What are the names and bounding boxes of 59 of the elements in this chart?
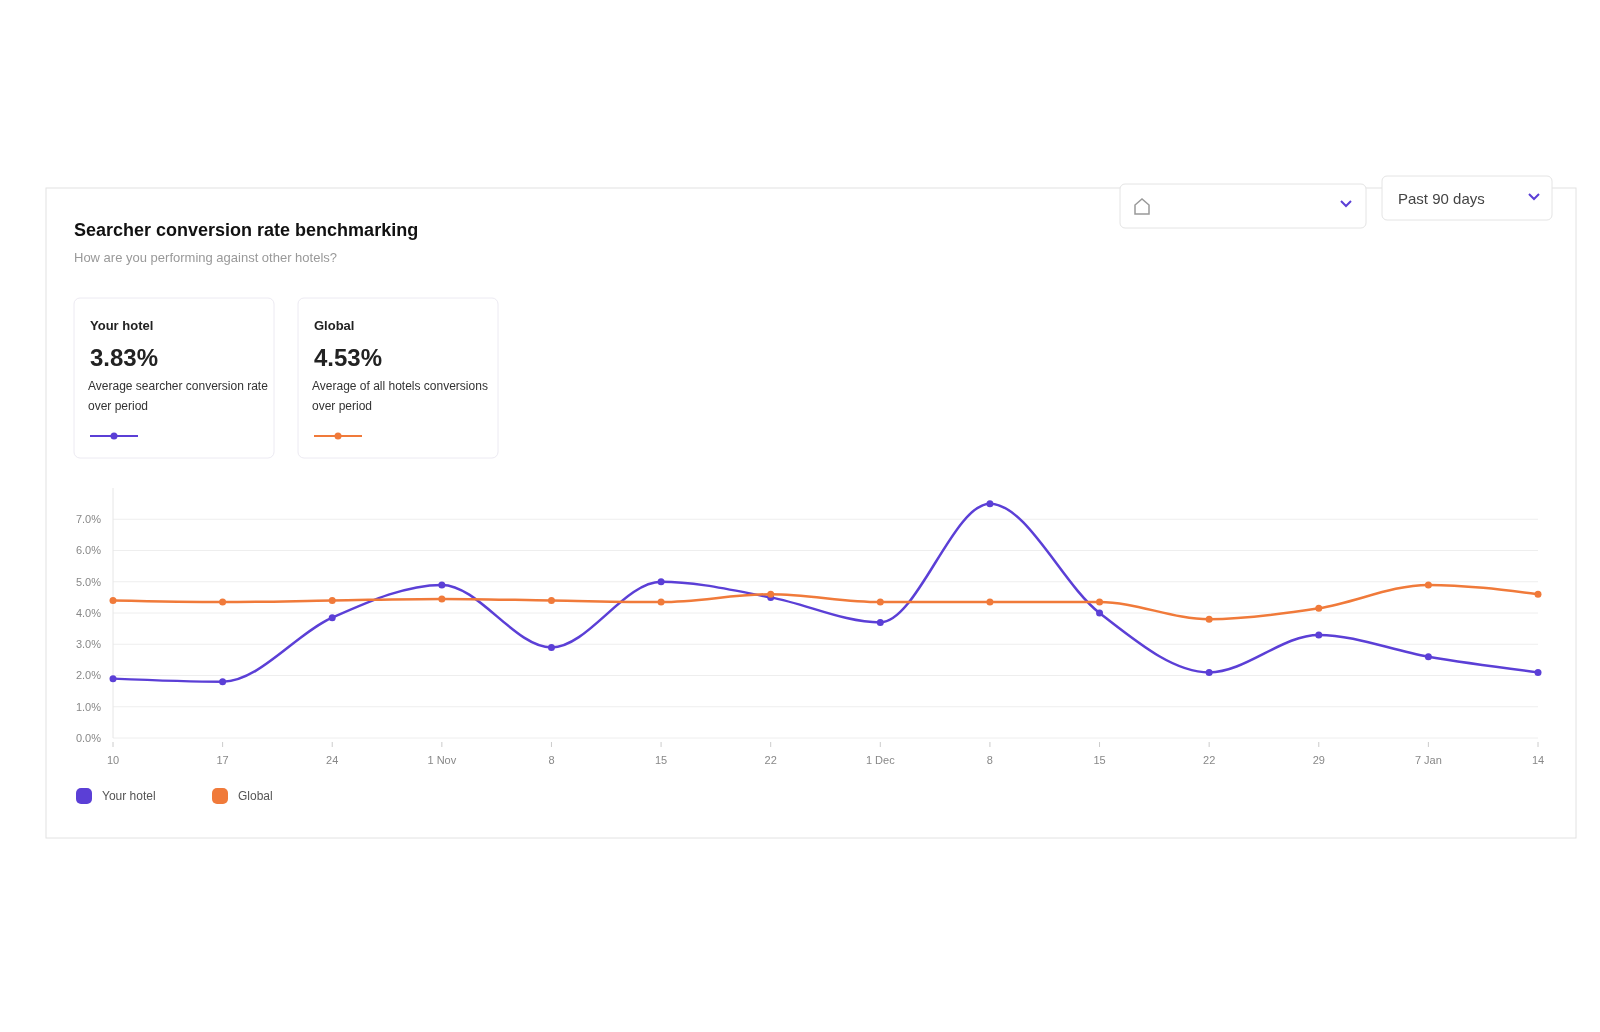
x-tick-label: 15 bbox=[654, 754, 668, 766]
y-tick-label: 3.0% bbox=[75, 638, 102, 651]
x-tick-label: 17 bbox=[216, 754, 229, 766]
x-tick-label: 7 Jan bbox=[1414, 754, 1442, 766]
point bbox=[1205, 615, 1213, 623]
point bbox=[657, 578, 665, 586]
text: 3.83% bbox=[90, 344, 159, 371]
y-tick-label: 2.0% bbox=[75, 669, 102, 682]
point bbox=[219, 598, 227, 606]
y-tick-label: 5.0% bbox=[75, 575, 102, 588]
point bbox=[986, 500, 994, 508]
x-tick-label: 24 bbox=[326, 754, 339, 766]
point bbox=[1096, 609, 1104, 617]
x-tick-label: 10 bbox=[106, 754, 120, 766]
chart-subtitle: How are you performing against other hotels? bbox=[74, 250, 338, 265]
legend-label: Your hotel bbox=[102, 789, 156, 804]
x-tick-label: 22 bbox=[764, 754, 777, 766]
legend-label: Global bbox=[238, 789, 273, 804]
text: Your hotel bbox=[90, 318, 154, 333]
point bbox=[1315, 604, 1323, 612]
x-tick-label: 8 bbox=[548, 754, 555, 766]
x-tick-label: 22 bbox=[1203, 754, 1216, 766]
point bbox=[547, 597, 555, 604]
x-tick-label: 15 bbox=[1093, 754, 1106, 766]
y-tick-label: 7.0% bbox=[75, 513, 102, 526]
text: Global bbox=[314, 318, 355, 333]
point bbox=[1424, 581, 1432, 589]
x-tick-label: 1 Dec bbox=[865, 754, 896, 766]
text: Average of all hotels conversions over period bbox=[312, 378, 489, 415]
chart-title: Searcher conversion rate benchmarking bbox=[74, 220, 419, 240]
text: 4.53% bbox=[314, 344, 383, 371]
text: Average searcher conversion rate over period bbox=[88, 378, 268, 415]
x-tick-label: 14 bbox=[1531, 754, 1545, 766]
point bbox=[876, 598, 884, 606]
point bbox=[109, 675, 117, 683]
point bbox=[438, 581, 446, 589]
y-tick-label: 6.0% bbox=[75, 544, 102, 557]
point bbox=[1534, 590, 1542, 598]
text: Past 90 days bbox=[1398, 190, 1485, 207]
point bbox=[1424, 653, 1432, 661]
point bbox=[657, 598, 665, 606]
point bbox=[1096, 598, 1104, 606]
x-tick-label: 29 bbox=[1312, 754, 1325, 766]
point bbox=[1534, 668, 1542, 676]
point bbox=[328, 597, 336, 604]
point bbox=[328, 614, 336, 622]
x-tick-label: 1 Nov bbox=[427, 754, 457, 766]
y-tick-label: 4.0% bbox=[75, 606, 102, 619]
point bbox=[876, 618, 884, 626]
point bbox=[219, 678, 227, 686]
x-tick-label: 8 bbox=[986, 754, 993, 766]
point bbox=[438, 595, 446, 603]
y-tick-label: 0.0% bbox=[75, 731, 102, 744]
point bbox=[1315, 631, 1323, 639]
point bbox=[109, 597, 117, 604]
point bbox=[1205, 668, 1213, 676]
point bbox=[986, 598, 994, 606]
point bbox=[547, 643, 555, 651]
y-tick-label: 1.0% bbox=[75, 700, 102, 713]
